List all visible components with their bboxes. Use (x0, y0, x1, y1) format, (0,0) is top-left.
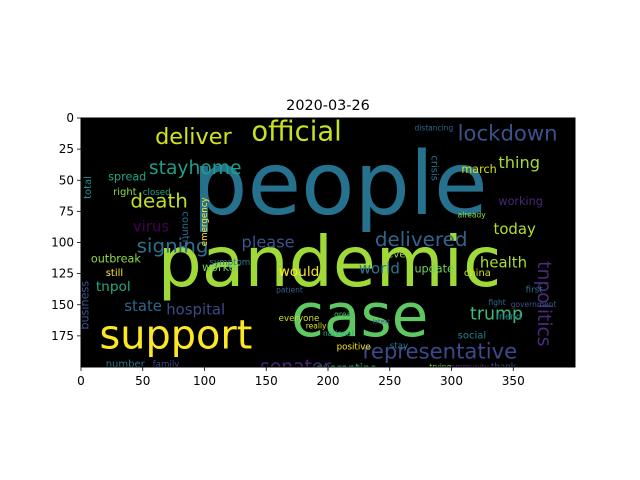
word-thing: thing (498, 153, 540, 172)
word-emergency: emergency (200, 197, 210, 246)
x-axis: 0 50 100 150 200 250 300 350 (77, 367, 525, 388)
chart-title: 2020-03-26 (286, 98, 370, 114)
y-tick-label: 100 (51, 236, 74, 250)
y-tick-label: 175 (51, 329, 74, 343)
word-people: people (192, 133, 488, 235)
word-business: business (78, 281, 91, 330)
word-distancing: distancing (414, 123, 453, 132)
word-government: government (511, 300, 557, 309)
word-friend: friend (496, 313, 521, 323)
word-delivered: delivered (375, 228, 468, 251)
word-national: national (323, 329, 353, 338)
x-tick-label: 250 (378, 374, 401, 388)
y-tick-label: 25 (59, 142, 74, 156)
word-patient: patient (276, 285, 303, 294)
word-total: total (83, 176, 94, 199)
word-china: china (464, 268, 491, 279)
word-family: family (153, 360, 180, 370)
x-tick-label: 50 (135, 374, 150, 388)
y-tick-label: 75 (59, 204, 74, 218)
x-tick-label: 350 (502, 374, 525, 388)
x-tick-label: 150 (255, 374, 278, 388)
word-today: today (493, 220, 536, 238)
word-tnpolitics: tnpolitics (533, 261, 554, 346)
x-tick-label: 0 (77, 374, 85, 388)
word-working: working (498, 195, 542, 208)
word-latest: latest (372, 318, 390, 325)
word-already: already (458, 211, 487, 220)
word-update: update (414, 262, 454, 275)
word-health: health (480, 253, 527, 271)
word-pandemic: pandemic (158, 222, 502, 303)
plot-background (81, 118, 575, 367)
word-signing: signing (137, 234, 209, 257)
word-crisis: crisis (429, 155, 440, 181)
word-positive: positive (337, 343, 371, 353)
word-still: still (106, 268, 123, 279)
word-case: case (291, 281, 428, 351)
word-everyone: everyone (279, 314, 320, 324)
word-spread: spread (108, 170, 146, 183)
word-every: every (387, 249, 415, 260)
word-hospital: hospital (166, 301, 225, 319)
word-thank: thank (491, 362, 516, 372)
word-official: official (251, 116, 341, 147)
word-virus: virus (133, 217, 170, 235)
word-state: state (124, 297, 162, 315)
y-tick-label: 50 (59, 173, 74, 187)
word-quarantine: quarantine (316, 362, 377, 375)
word-fight: fight (489, 298, 506, 307)
word-lockdown: lockdown (458, 120, 558, 145)
x-tick-label: 100 (193, 374, 216, 388)
word-number: number (106, 359, 146, 370)
word-stay: stay (390, 341, 408, 351)
word-support: support (100, 312, 253, 358)
x-tick-label: 300 (440, 374, 463, 388)
word-right: right (113, 187, 137, 198)
word-country: country (179, 211, 190, 249)
word-social: social (458, 330, 487, 341)
y-tick-label: 0 (66, 111, 74, 125)
word-please: please (242, 232, 295, 251)
y-tick-label: 150 (51, 298, 74, 312)
word-outbreak: outbreak (91, 252, 142, 265)
word-symptom: symptom (209, 258, 250, 268)
word-trump: trump (470, 305, 523, 325)
y-axis: 0 25 50 75 100 125 150 175 (51, 111, 81, 343)
word-death: death (130, 190, 187, 213)
word-community: community (447, 362, 490, 371)
word-would: would (279, 264, 320, 280)
word-great: great (334, 310, 354, 319)
word-senator: senator (260, 357, 331, 378)
word-first: first (526, 285, 544, 295)
word-march: march (461, 163, 496, 176)
word-world: world (359, 260, 400, 278)
x-tick-label: 200 (317, 374, 340, 388)
word-tnpol: tnpol (96, 279, 131, 295)
y-tick-label: 125 (51, 267, 74, 281)
word-deliver: deliver (155, 124, 232, 150)
word-really: really (306, 321, 327, 330)
word-worker: worker (202, 261, 241, 274)
word-representative: representative (363, 338, 518, 363)
word-closed: closed (143, 188, 171, 198)
word-stayhome: stayhome (149, 158, 242, 179)
word-trying: trying (429, 362, 451, 371)
